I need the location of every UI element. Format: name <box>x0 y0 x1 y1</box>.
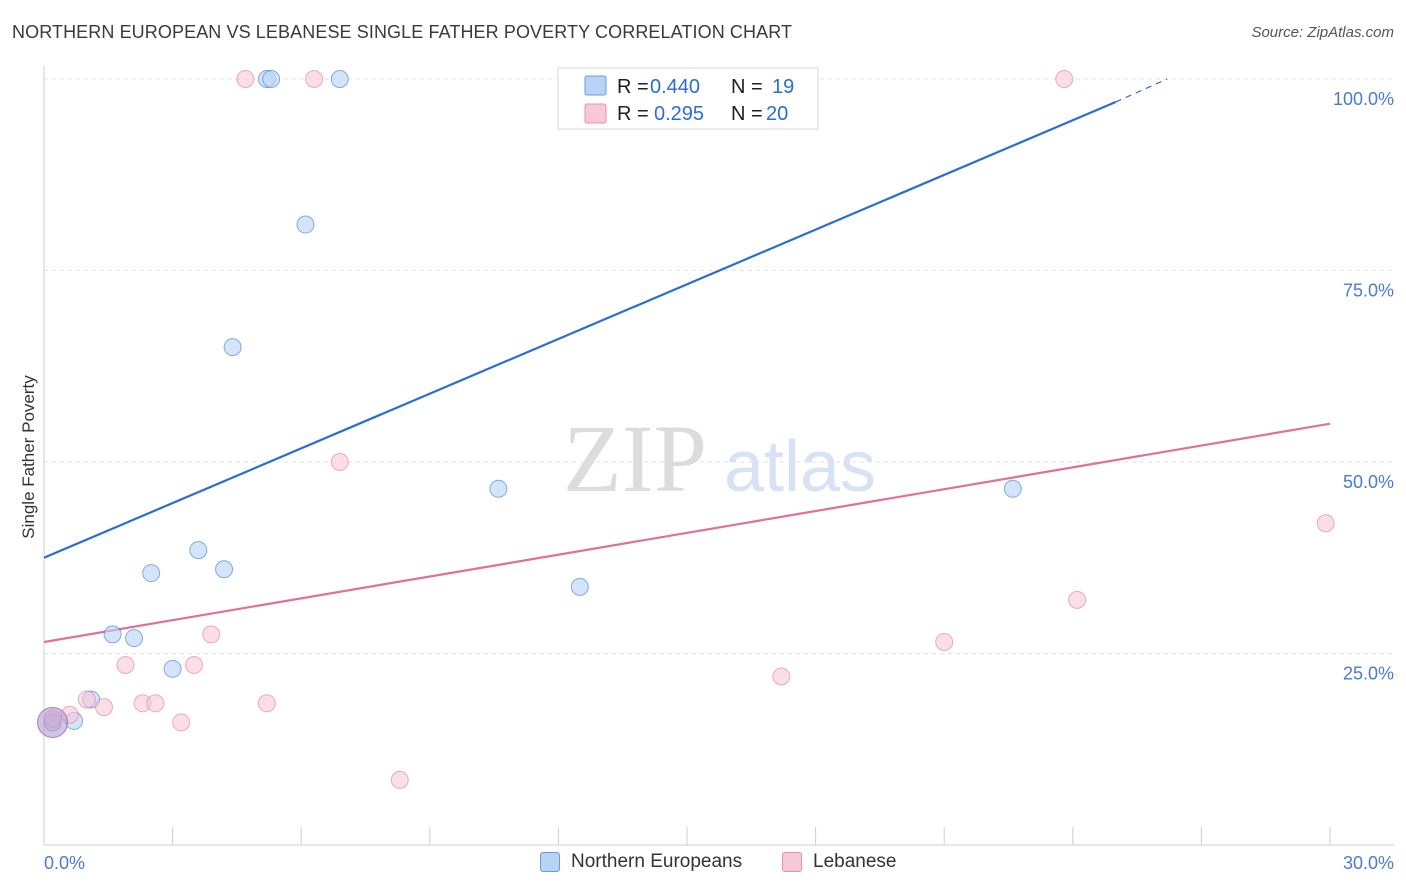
source-label: Source: ZipAtlas.com <box>1251 24 1394 41</box>
watermark-atlas: atlas <box>724 427 876 507</box>
x-tick-min: 0.0% <box>44 853 85 873</box>
legend-r-value-2: 0.295 <box>654 103 704 125</box>
lebanese-point-19 <box>1316 514 1335 533</box>
legend-item-northern-europeans[interactable]: Northern Europeans <box>540 851 742 873</box>
northern-european-point-15 <box>570 577 589 596</box>
lebanese-point-2 <box>77 690 96 709</box>
watermark-zip: ZIP <box>563 405 707 512</box>
lebanese-point-16 <box>935 633 954 652</box>
northern-european-point-5 <box>142 564 161 583</box>
legend-item-lebanese[interactable]: Lebanese <box>782 851 896 873</box>
lebanese-point-14 <box>390 770 409 789</box>
watermark: ZIP atlas <box>563 405 876 512</box>
lebanese-point-9 <box>202 625 221 644</box>
lebanese-point-4 <box>116 655 135 674</box>
northern-european-point-18 <box>1003 479 1022 498</box>
lebanese-point-12 <box>305 70 324 88</box>
northern-european-point-8 <box>215 560 234 579</box>
northern-european-point-3 <box>103 625 122 644</box>
lebanese-point-6 <box>146 694 165 713</box>
trendline-extension-0 <box>1115 78 1168 103</box>
y-tick-label-75: 75.0% <box>1343 281 1394 301</box>
legend-swatch-lebanese <box>782 852 802 872</box>
y-tick-label-25: 25.0% <box>1343 664 1394 684</box>
legend-r-label-2: R = <box>617 103 649 125</box>
lebanese-point-3 <box>95 698 114 717</box>
legend-swatch-pink <box>584 103 607 124</box>
trendline-1 <box>44 422 1331 644</box>
y-axis-label: Single Father Poverty <box>19 375 38 539</box>
northern-european-point-12 <box>296 215 315 234</box>
legend-r-value-1: 0.440 <box>650 76 700 98</box>
legend-n-label-2: N = <box>731 103 763 125</box>
northern-european-point-9 <box>223 338 242 357</box>
lebanese-point-15 <box>772 667 791 686</box>
northern-european-point-4 <box>125 629 144 648</box>
legend-label-lebanese: Lebanese <box>813 851 897 872</box>
lebanese-point-11 <box>257 694 276 713</box>
grid-layer <box>44 78 1394 654</box>
legend-swatch-northern-europeans <box>540 852 560 872</box>
stats-legend: R = 0.440 N = 19 R = 0.295 N = 20 <box>557 67 819 130</box>
legend-n-value-1: 19 <box>772 76 794 98</box>
legend-r-label-1: R = <box>617 76 649 98</box>
series-legend: Northern Europeans Lebanese <box>0 851 1406 879</box>
northern-european-point-14 <box>489 479 508 498</box>
lebanese-point-18 <box>1068 590 1087 609</box>
legend-n-label-1: N = <box>731 76 763 98</box>
northern-european-point-13 <box>330 70 349 88</box>
legend-swatch-blue <box>584 75 607 96</box>
y-tick-label-50: 50.0% <box>1343 472 1394 492</box>
trendline-0 <box>44 100 1117 559</box>
lebanese-point-17 <box>1055 70 1074 88</box>
cluster-point <box>37 706 69 738</box>
lebanese-point-8 <box>185 655 204 674</box>
northern-european-point-11 <box>262 70 281 88</box>
lebanese-point-7 <box>172 713 191 732</box>
legend-n-value-2: 20 <box>766 103 788 125</box>
point-layer <box>37 70 1335 789</box>
y-tick-label-100: 100.0% <box>1333 89 1394 109</box>
lebanese-point-10 <box>236 70 255 88</box>
legend-label-northern-europeans: Northern Europeans <box>571 851 743 872</box>
chart-title: NORTHERN EUROPEAN VS LEBANESE SINGLE FAT… <box>12 22 793 42</box>
northern-european-point-6 <box>163 659 182 678</box>
trend-layer <box>44 78 1331 644</box>
axis-layer: 25.0% 50.0% 75.0% 100.0% <box>43 66 1394 846</box>
lebanese-point-13 <box>330 453 349 471</box>
x-tick-max: 30.0% <box>1343 853 1394 873</box>
northern-european-point-7 <box>189 541 208 560</box>
